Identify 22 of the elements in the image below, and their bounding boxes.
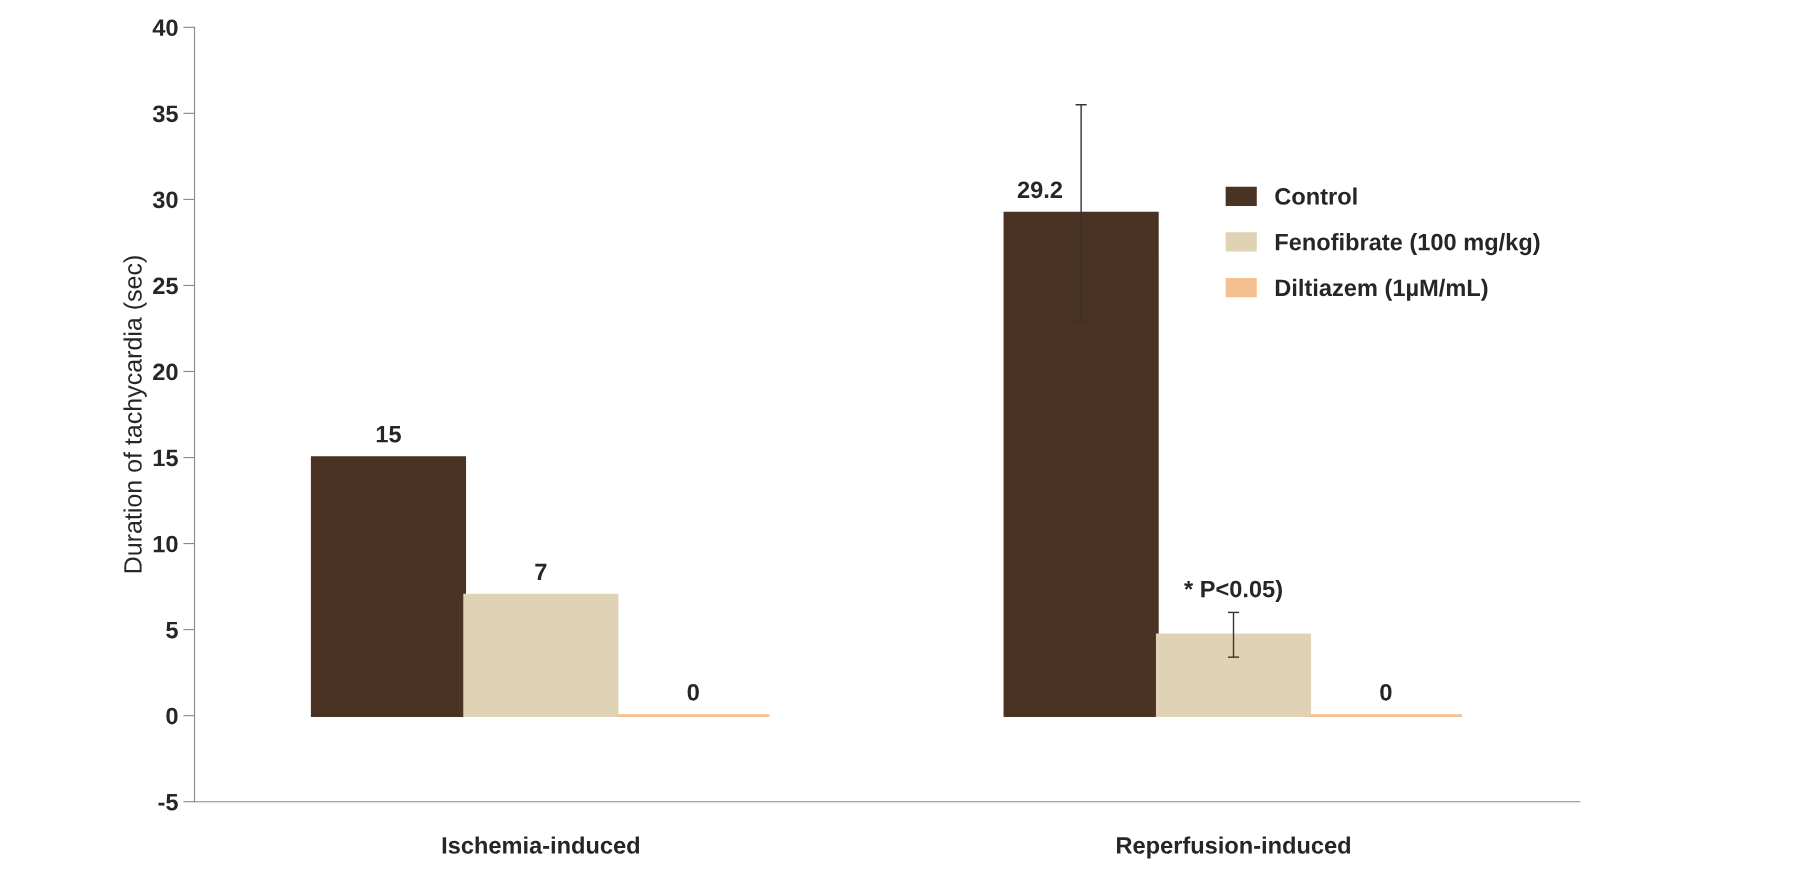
legend-label: Control bbox=[1275, 187, 1357, 205]
y-axis-title: Duration of tachycardia (sec) bbox=[123, 256, 147, 573]
y-tick-label: 25 bbox=[153, 277, 178, 295]
data-label: 15 bbox=[376, 426, 401, 443]
data-label: 0 bbox=[1380, 683, 1392, 701]
x-tick-label: Reperfusion-induced bbox=[1117, 836, 1351, 859]
y-tick-label: 40 bbox=[152, 19, 178, 37]
y-tick-label: 10 bbox=[153, 535, 178, 553]
y-tick-label: 30 bbox=[152, 191, 178, 209]
data-label: 0 bbox=[687, 683, 699, 701]
data-label: * P<0.05) bbox=[1184, 580, 1282, 603]
legend-label: Fenofibrate (100 mg/kg) bbox=[1275, 233, 1540, 256]
data-label: 29.2 bbox=[1017, 181, 1063, 199]
data-label: 7 bbox=[535, 563, 547, 580]
y-tick-label: 20 bbox=[153, 363, 178, 381]
y-tick-label: -5 bbox=[158, 794, 178, 811]
legend-label: Diltiazem (1µM/mL) bbox=[1275, 278, 1488, 301]
y-tick-label: 35 bbox=[152, 105, 178, 123]
x-tick-label: Ischemia-induced bbox=[442, 836, 640, 854]
y-tick-label: 15 bbox=[153, 449, 178, 467]
y-tick-label: 5 bbox=[166, 621, 178, 639]
y-tick-label: 0 bbox=[166, 707, 178, 725]
